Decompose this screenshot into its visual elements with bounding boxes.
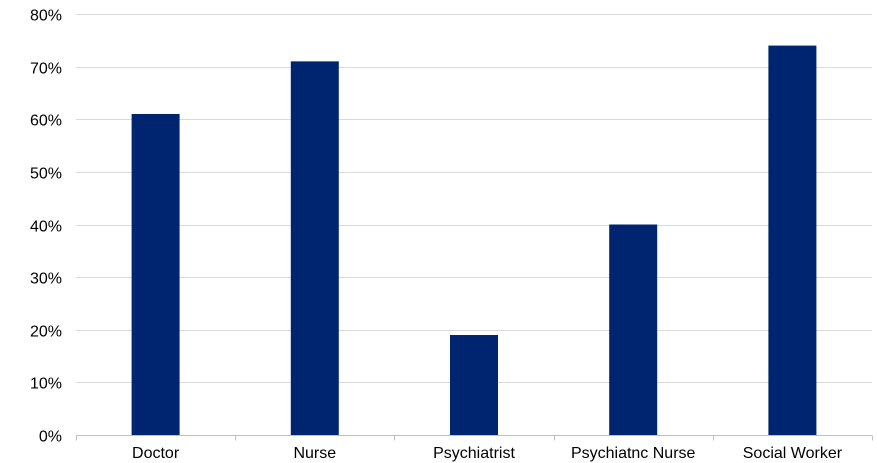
tick-labels: 0% 10% 20% 30% 40% 50% 60% 70% 80% Doctor Nurse Psy…: [30, 8, 843, 463]
x-tick-label: Doctor: [132, 445, 180, 462]
bar: [450, 335, 498, 435]
y-tick-label: 70%: [30, 61, 62, 78]
y-tick-label: 20%: [30, 324, 62, 341]
x-tick-label: Psychiatrist: [433, 445, 515, 462]
axes: [76, 435, 873, 441]
bar: [609, 224, 658, 435]
bars: [131, 45, 817, 436]
y-tick-label: 40%: [30, 219, 62, 236]
y-tick-label: 30%: [30, 271, 62, 288]
x-tick-label: Social Worker: [743, 445, 843, 462]
bar: [290, 61, 339, 436]
bar: [131, 113, 180, 436]
x-tick-label: Psychiatnc Nurse: [571, 445, 696, 462]
y-tick-label: 80%: [30, 8, 62, 25]
x-tick-label: Nurse: [293, 445, 336, 462]
gridlines: [76, 14, 872, 383]
y-tick-label: 60%: [30, 113, 62, 130]
y-tick-label: 50%: [30, 166, 62, 183]
y-tick-label: 10%: [30, 376, 62, 393]
y-tick-label: 0%: [39, 429, 62, 446]
bar: [768, 45, 817, 435]
